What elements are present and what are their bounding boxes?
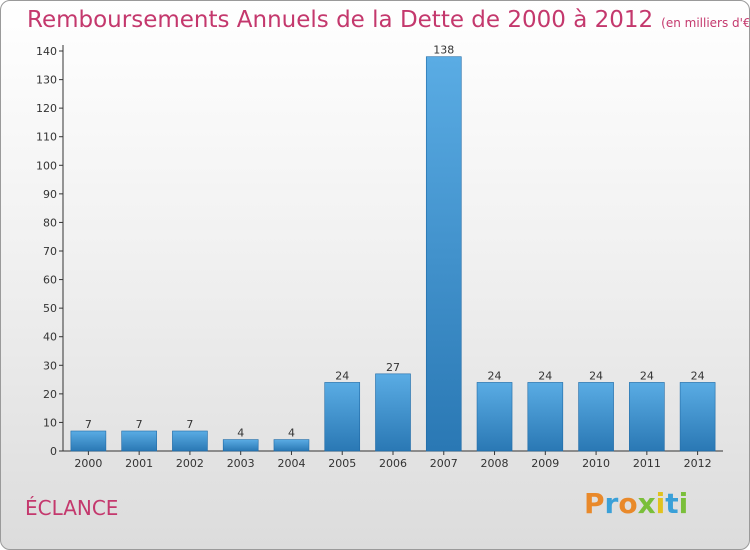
bar-value-label: 24 xyxy=(640,369,654,382)
bar-value-label: 4 xyxy=(237,427,244,440)
bar xyxy=(578,382,614,452)
bar xyxy=(425,56,462,452)
y-tick-label: 10 xyxy=(43,416,57,429)
x-tick-label: 2010 xyxy=(582,457,610,470)
x-tick-label: 2003 xyxy=(227,457,255,470)
y-tick-label: 130 xyxy=(36,74,57,87)
logo-letter: i xyxy=(678,487,689,520)
bar-value-label: 7 xyxy=(136,418,143,431)
bar xyxy=(375,373,411,452)
bar xyxy=(629,382,665,452)
logo-letter: P xyxy=(584,487,605,520)
y-tick-label: 30 xyxy=(43,359,57,372)
y-tick-label: 50 xyxy=(43,302,57,315)
x-tick-label: 2002 xyxy=(176,457,204,470)
y-tick-label: 80 xyxy=(43,216,57,229)
x-tick-label: 2005 xyxy=(328,457,356,470)
y-tick-label: 100 xyxy=(36,159,57,172)
bar xyxy=(476,382,513,452)
y-tick-label: 40 xyxy=(43,331,57,344)
x-tick-label: 2000 xyxy=(74,457,102,470)
bar xyxy=(172,430,208,452)
chart-title: Remboursements Annuels de la Dette de 20… xyxy=(27,7,750,33)
bar-value-label: 4 xyxy=(288,427,295,440)
proxiti-logo: Proxiti xyxy=(584,487,688,520)
logo-letter: r xyxy=(604,487,619,520)
chart-bars xyxy=(70,56,716,452)
bar-value-label: 7 xyxy=(85,418,92,431)
bar-value-label: 24 xyxy=(538,369,552,382)
x-tick-label: 2001 xyxy=(125,457,153,470)
bar xyxy=(222,439,259,452)
chart-axes: 0 10 20 30 40 50 60 70 80 90 100 110 120 130 140 2000 20… xyxy=(36,45,723,470)
y-tick-label: 110 xyxy=(36,131,57,144)
x-tick-label: 2009 xyxy=(531,457,559,470)
logo-letter: t xyxy=(665,487,679,520)
bar xyxy=(70,430,107,452)
bar xyxy=(121,430,157,452)
bar-value-label: 24 xyxy=(589,369,603,382)
y-tick-label: 20 xyxy=(43,388,57,401)
logo-letter: x xyxy=(637,487,656,520)
y-tick-label: 140 xyxy=(36,45,57,58)
place-name: ÉCLANCE xyxy=(25,496,119,520)
logo-letter: o xyxy=(618,487,638,520)
x-tick-label: 2012 xyxy=(684,457,712,470)
bar xyxy=(324,382,361,452)
x-tick-label: 2007 xyxy=(430,457,458,470)
y-tick-label: 120 xyxy=(36,102,57,115)
y-tick-label: 60 xyxy=(43,274,57,287)
bar-value-label: 24 xyxy=(691,369,705,382)
bar-value-label: 27 xyxy=(386,361,400,374)
x-tick-label: 2004 xyxy=(277,457,305,470)
bar xyxy=(527,382,564,452)
bar-value-label: 138 xyxy=(433,44,454,57)
x-tick-label: 2011 xyxy=(633,457,661,470)
y-tick-label: 90 xyxy=(43,188,57,201)
bar-value-label: 24 xyxy=(488,369,502,382)
x-tick-label: 2008 xyxy=(481,457,509,470)
logo-letter: i xyxy=(655,487,666,520)
x-tick-label: 2006 xyxy=(379,457,407,470)
chart-title-text: Remboursements Annuels de la Dette de 20… xyxy=(27,7,654,33)
bar xyxy=(679,382,716,452)
chart-unit-label: (en milliers d'€) xyxy=(661,16,750,30)
y-tick-label: 70 xyxy=(43,245,57,258)
bar-value-label: 7 xyxy=(186,418,193,431)
bar-value-label: 24 xyxy=(335,369,349,382)
y-tick-label: 0 xyxy=(50,445,57,458)
chart-data-labels: 7 7 7 4 4 24 27 138 24 24 24 24 24 xyxy=(85,44,705,440)
bar xyxy=(273,439,310,452)
